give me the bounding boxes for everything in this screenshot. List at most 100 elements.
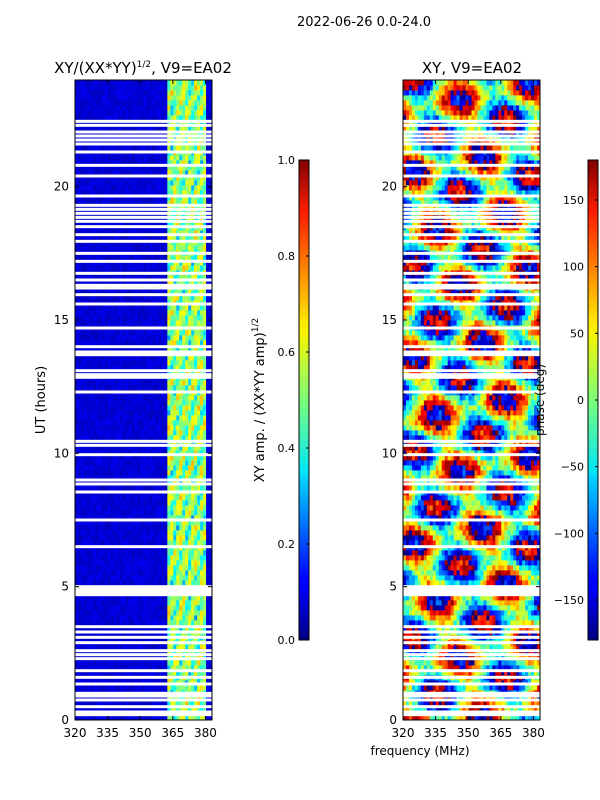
amplitude-heatmap-cell [101,450,106,456]
amplitude-heatmap-cell [86,570,91,576]
amplitude-heatmap-cell [161,575,165,581]
amplitude-heatmap-cell [155,510,159,516]
amplitude-heatmap-cell [209,500,212,506]
amplitude-heatmap-cell [140,395,144,401]
amplitude-heatmap-cell [77,525,82,531]
amplitude-heatmap-cell [131,570,135,576]
amplitude-heatmap-cell [98,510,103,516]
amplitude-heatmap-cell [92,305,97,311]
amplitude-heatmap-cell [101,650,106,656]
amplitude-heatmap-cell [125,380,130,386]
amplitude-heatmap-cell [197,665,201,671]
amplitude-heatmap-cell [176,195,180,201]
amplitude-heatmap-cell [152,615,156,621]
amplitude-heatmap-cell [173,435,177,441]
amplitude-heatmap-cell [98,450,103,456]
amplitude-heatmap-cell [134,365,138,371]
amplitude-heatmap-cell [134,700,138,706]
amplitude-heatmap-cell [146,360,150,366]
amplitude-heatmap-cell [113,330,118,336]
amplitude-heatmap-cell [119,365,124,371]
amplitude-heatmap-cell [110,235,115,241]
amplitude-heatmap-cell [200,530,204,536]
amplitude-heatmap-cell [77,335,82,341]
amplitude-heatmap-cell [101,525,106,531]
amplitude-heatmap-cell [194,360,198,366]
amplitude-heatmap-cell [75,695,79,701]
amplitude-heatmap-cell [194,535,198,541]
amplitude-heatmap-cell [173,715,177,720]
amplitude-heatmap-cell [75,200,79,206]
amplitude-heatmap-cell [200,365,204,371]
amplitude-heatmap-cell [104,280,109,286]
amplitude-heatmap-cell [83,495,88,501]
amplitude-heatmap-cell [101,425,106,431]
amplitude-heatmap-cell [194,575,198,581]
amplitude-heatmap-cell [104,575,109,581]
amplitude-heatmap-cell [206,620,210,626]
amplitude-heatmap-cell [185,700,189,706]
amplitude-heatmap-cell [206,565,210,571]
amplitude-heatmap-cell [170,180,174,186]
amplitude-heatmap-cell [203,510,207,516]
amplitude-heatmap-cell [128,340,132,346]
amplitude-heatmap-cell [101,565,106,571]
amplitude-heatmap-cell [75,315,79,321]
amplitude-heatmap-cell [86,315,91,321]
amplitude-heatmap-cell [188,410,192,416]
amplitude-heatmap-cell [110,525,115,531]
amplitude-heatmap-cell [140,535,144,541]
amplitude-heatmap-cell [119,695,124,701]
amplitude-heatmap-cell [125,450,130,456]
amplitude-heatmap-cell [179,615,183,621]
amplitude-heatmap-cell [164,700,168,706]
amplitude-heatmap-cell [113,455,118,461]
amplitude-heatmap-cell [137,360,141,366]
amplitude-heatmap-cell [191,550,195,556]
amplitude-heatmap-cell [209,560,212,566]
amplitude-heatmap-cell [209,510,212,516]
amplitude-heatmap-cell [194,595,198,601]
amplitude-heatmap-cell [203,365,207,371]
amplitude-heatmap-cell [167,275,171,281]
amplitude-heatmap-cell [203,580,207,586]
amplitude-heatmap-cell [80,245,85,251]
amplitude-heatmap-cell [110,280,115,286]
amplitude-heatmap-cell [206,660,210,666]
amplitude-heatmap-cell [128,575,132,581]
amplitude-heatmap-cell [164,520,168,526]
amplitude-heatmap-cell [128,355,132,361]
amplitude-heatmap-cell [161,320,165,326]
amplitude-heatmap-cell [173,485,177,491]
amplitude-heatmap-cell [164,195,168,201]
amplitude-heatmap-cell [191,205,195,211]
amplitude-heatmap-cell [143,425,147,431]
amplitude-heatmap-cell [101,235,106,241]
amplitude-heatmap-cell [110,420,115,426]
amplitude-heatmap-cell [113,670,118,676]
amplitude-heatmap-cell [116,460,121,466]
amplitude-heatmap-cell [128,320,132,326]
amplitude-heatmap-cell [95,660,100,666]
amplitude-heatmap-cell [158,665,162,671]
amplitude-heatmap-cell [143,695,147,701]
amplitude-heatmap-cell [182,445,186,451]
amplitude-heatmap-cell [200,380,204,386]
amplitude-heatmap-cell [152,600,156,606]
amplitude-heatmap-cell [173,320,177,326]
amplitude-heatmap-cell [92,515,97,521]
amplitude-heatmap-cell [107,305,112,311]
amplitude-heatmap-cell [200,200,204,206]
amplitude-heatmap-cell [113,205,118,211]
amplitude-heatmap-cell [83,485,88,491]
amplitude-heatmap-cell [101,275,106,281]
amplitude-heatmap-cell [101,200,106,206]
amplitude-heatmap-cell [134,475,138,481]
amplitude-heatmap-cell [209,485,212,491]
amplitude-heatmap-cell [122,470,127,476]
amplitude-heatmap-cell [128,245,132,251]
amplitude-heatmap-cell [176,650,180,656]
amplitude-heatmap-cell [86,205,91,211]
amplitude-heatmap-cell [185,460,189,466]
amplitude-heatmap-cell [176,555,180,561]
